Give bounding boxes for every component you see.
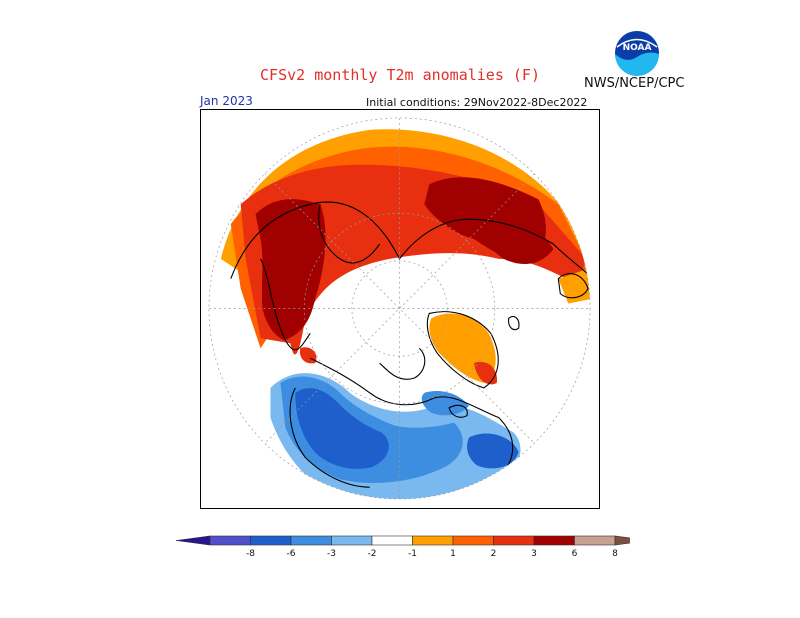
chart-title: CFSv2 monthly T2m anomalies (F) — [260, 66, 540, 84]
initial-conditions: Initial conditions: 29Nov2022-8Dec2022 — [366, 96, 588, 109]
colorbar-tick-label: 3 — [531, 549, 537, 559]
anomaly-patch-east — [558, 268, 591, 304]
valid-month: Jan 2023 — [200, 94, 253, 108]
colorbar-segment — [533, 535, 575, 546]
svg-text:NOAA: NOAA — [623, 43, 652, 53]
colorbar-arrow-low — [175, 535, 211, 546]
colorbar: -8 -6 -3 -2 -1 1 2 3 6 8 — [175, 535, 630, 559]
anomaly-minus-3-to-minus-6 — [295, 388, 389, 469]
colorbar-tick-label: -3 — [327, 549, 336, 559]
colorbar-segment — [493, 535, 535, 546]
agency-label: NWS/NCEP/CPC — [584, 76, 685, 91]
colorbar-tick-label: 1 — [450, 549, 456, 559]
anomaly-minus-2-to-minus-3-north — [421, 390, 469, 416]
colorbar-segment — [331, 535, 373, 546]
polar-anomaly-map — [208, 117, 591, 500]
globe-outline — [208, 117, 591, 500]
anomaly-minus-3-to-minus-6-east — [467, 433, 519, 469]
colorbar-tick-label: 8 — [612, 549, 618, 559]
colorbar-segment — [209, 535, 251, 546]
colorbar-segment — [290, 535, 332, 546]
coastlines — [230, 201, 591, 488]
anomaly-6-to-8-east — [476, 213, 554, 265]
colorbar-tick-label: -6 — [287, 549, 296, 559]
noaa-logo: NOAA — [615, 31, 659, 76]
colorbar-segment — [452, 535, 494, 546]
colorbar-segment — [250, 535, 292, 546]
colorbar-tick-label: 6 — [572, 549, 578, 559]
colorbar-segment — [412, 535, 454, 546]
anomaly-3-to-6-central — [473, 361, 498, 385]
colorbar-tick-label: 2 — [491, 549, 497, 559]
polar-map-frame — [200, 109, 600, 509]
colorbar-tick-label: -8 — [246, 549, 255, 559]
colorbar-tick-label: -2 — [368, 549, 377, 559]
colorbar-segment — [371, 535, 413, 546]
colorbar-tick-label: -1 — [408, 549, 417, 559]
colorbar-segment — [574, 535, 616, 546]
colorbar-arrow-high — [614, 535, 630, 546]
